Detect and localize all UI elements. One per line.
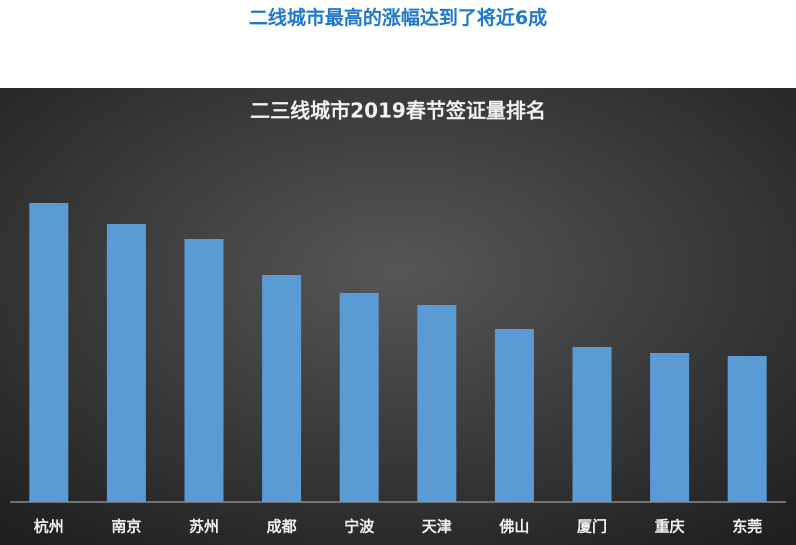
bar — [494, 329, 534, 502]
x-tick-label: 成都 — [267, 518, 297, 536]
bar — [184, 239, 224, 502]
bar — [572, 347, 612, 502]
chart-title: 二三线城市2019春节签证量排名 — [250, 99, 546, 123]
x-tick-label: 东莞 — [732, 518, 762, 536]
x-tick-label: 杭州 — [34, 518, 64, 536]
x-tick-label: 苏州 — [189, 518, 219, 536]
bar — [650, 353, 690, 502]
x-tick-label: 宁波 — [344, 518, 375, 536]
x-tick-label: 厦门 — [577, 518, 607, 536]
bar — [29, 203, 69, 502]
bar — [417, 305, 457, 502]
x-tick-label: 重庆 — [655, 518, 685, 536]
x-tick-label: 南京 — [111, 518, 141, 536]
bar — [262, 275, 302, 502]
bar — [339, 293, 379, 502]
x-tick-label: 天津 — [422, 518, 452, 536]
bar — [727, 356, 767, 502]
chart: 二三线城市2019春节签证量排名 杭州 南京 苏州 成都 宁波 天津 佛山 厦门 重庆 东莞 — [0, 88, 796, 545]
bar — [106, 224, 146, 502]
header-title: 二线城市最高的涨幅达到了将近6成 — [248, 7, 548, 29]
x-tick-label: 佛山 — [498, 518, 529, 536]
